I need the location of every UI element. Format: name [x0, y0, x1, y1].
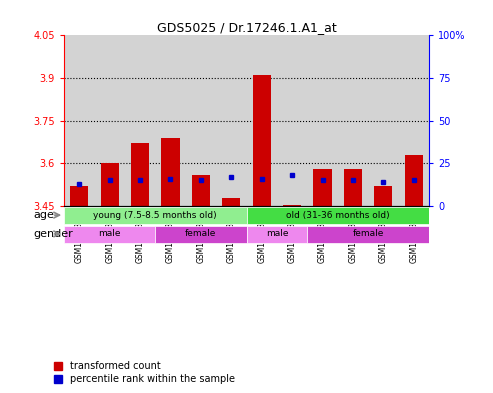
Bar — [405, 155, 423, 206]
Bar — [368, 35, 398, 206]
Bar — [101, 163, 119, 206]
Text: female: female — [185, 230, 216, 239]
Text: male: male — [99, 230, 121, 239]
Bar — [307, 226, 429, 243]
Bar — [216, 35, 246, 206]
Bar — [64, 226, 155, 243]
Bar — [314, 169, 332, 206]
Bar — [155, 226, 246, 243]
Bar — [222, 198, 241, 206]
Text: old (31-36 months old): old (31-36 months old) — [286, 211, 389, 220]
Bar — [95, 35, 125, 206]
Bar — [277, 35, 307, 206]
Bar — [283, 205, 301, 206]
Bar — [161, 138, 179, 206]
Text: gender: gender — [34, 229, 73, 239]
Bar — [398, 35, 429, 206]
Bar — [64, 35, 95, 206]
Bar — [64, 207, 246, 224]
Title: GDS5025 / Dr.17246.1.A1_at: GDS5025 / Dr.17246.1.A1_at — [157, 21, 336, 34]
Bar — [246, 226, 307, 243]
Bar — [131, 143, 149, 206]
Text: young (7.5-8.5 months old): young (7.5-8.5 months old) — [94, 211, 217, 220]
Bar — [252, 75, 271, 206]
Text: age: age — [34, 210, 55, 220]
Text: male: male — [266, 230, 288, 239]
Bar — [246, 35, 277, 206]
Bar — [155, 35, 186, 206]
Bar — [374, 186, 392, 206]
Bar — [186, 35, 216, 206]
Bar — [307, 35, 338, 206]
Bar — [192, 175, 210, 206]
Text: female: female — [352, 230, 384, 239]
Bar — [344, 169, 362, 206]
Bar — [338, 35, 368, 206]
Bar — [70, 186, 88, 206]
Bar — [246, 207, 429, 224]
Legend: transformed count, percentile rank within the sample: transformed count, percentile rank withi… — [54, 361, 235, 384]
Bar — [125, 35, 155, 206]
